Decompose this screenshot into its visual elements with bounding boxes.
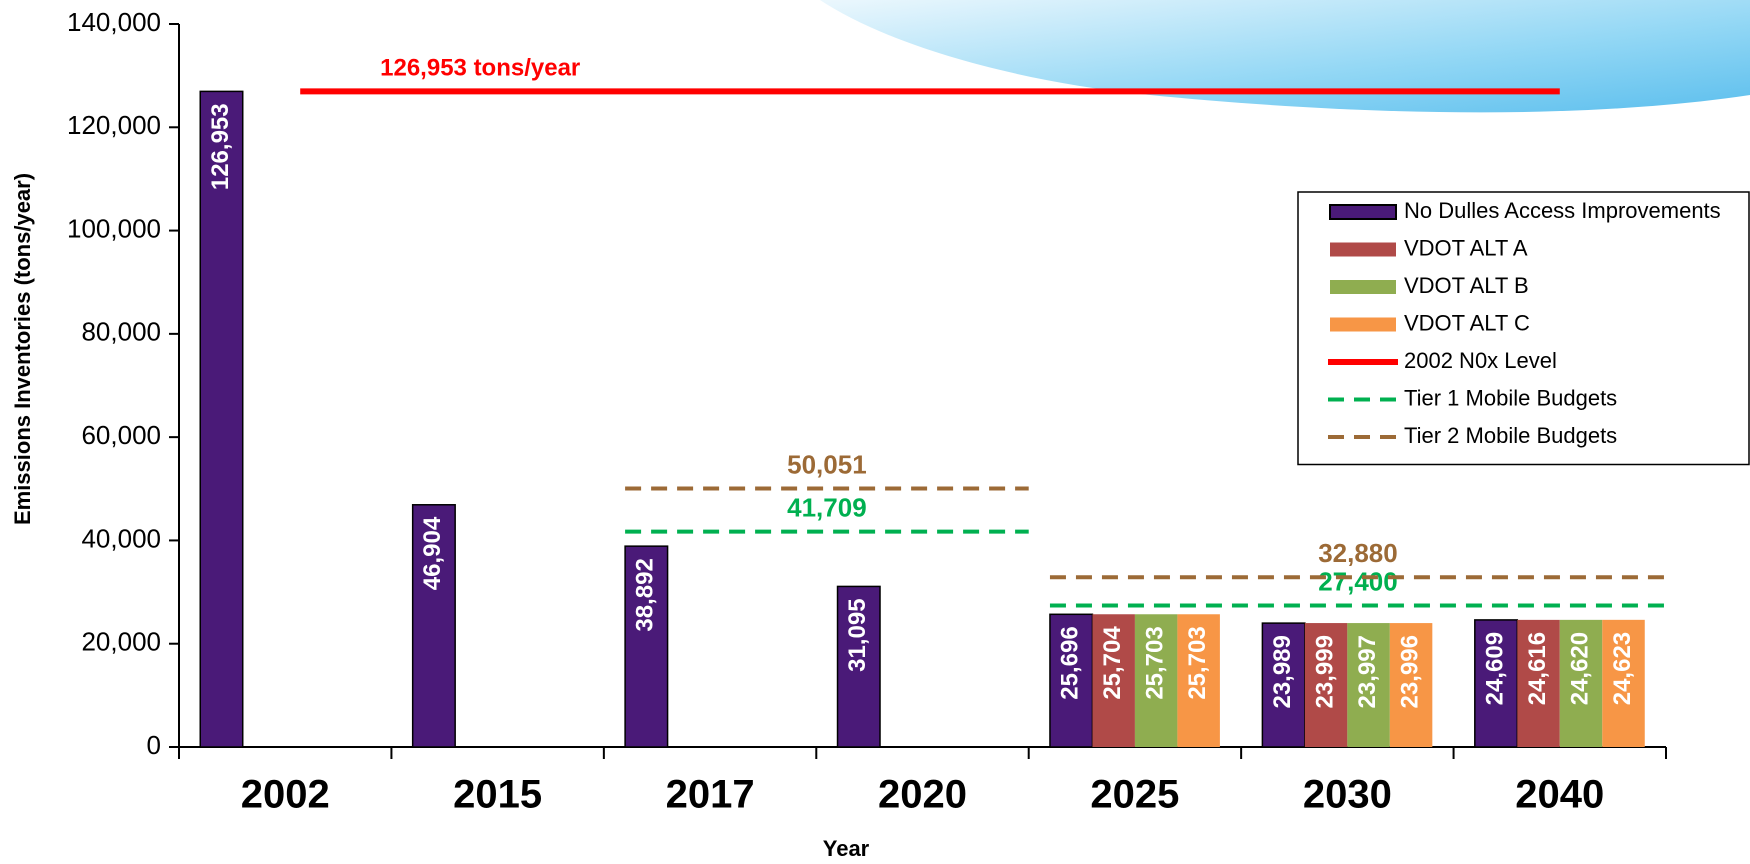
y-tick-label: 40,000: [81, 523, 161, 553]
y-tick-label: 120,000: [67, 110, 161, 140]
data-label: 23,989: [1269, 635, 1296, 708]
bar: [1261, 622, 1306, 748]
data-label: 31,095: [844, 598, 871, 671]
legend-label: Tier 1 Mobile Budgets: [1404, 385, 1617, 410]
y-tick-label: 60,000: [81, 420, 161, 450]
decoration: [820, 0, 1750, 113]
x-tick-label: 2017: [666, 773, 755, 817]
legend-label: VDOT ALT B: [1404, 273, 1529, 298]
reference-label: 41,709: [787, 492, 867, 522]
legend-swatch: [1330, 242, 1396, 257]
x-tick-label: 2020: [878, 773, 967, 817]
legend-swatch: [1330, 317, 1396, 332]
data-label: 126,953: [207, 103, 234, 190]
data-label: 46,904: [419, 516, 446, 590]
x-tick-label: 2015: [453, 773, 542, 817]
bar: [1134, 614, 1178, 747]
y-tick-label: 100,000: [67, 213, 161, 243]
reference-label: 27,400: [1318, 566, 1398, 596]
legend-label: VDOT ALT C: [1404, 310, 1530, 335]
x-tick-label: 2025: [1090, 773, 1179, 817]
data-label: 23,999: [1311, 635, 1338, 708]
x-tick-label: 2030: [1303, 773, 1392, 817]
data-label: 25,704: [1099, 626, 1126, 700]
reference-label: 50,051: [787, 449, 867, 479]
data-label: 24,620: [1566, 632, 1593, 705]
legend-label: Tier 2 Mobile Budgets: [1404, 423, 1617, 448]
x-axis-title: Year: [823, 836, 870, 861]
legend-label: No Dulles Access Improvements: [1404, 198, 1721, 223]
bar: [1092, 614, 1135, 747]
data-label: 38,892: [632, 558, 659, 631]
x-tick-label: 2002: [241, 773, 330, 817]
legend-label: 2002 N0x Level: [1404, 348, 1557, 373]
bar: [199, 90, 244, 748]
data-label: 25,696: [1057, 626, 1084, 699]
bar: [411, 504, 456, 748]
bar: [1177, 614, 1220, 747]
data-label: 25,703: [1184, 626, 1211, 699]
y-tick-label: 80,000: [81, 317, 161, 347]
y-tick-label: 140,000: [67, 7, 161, 37]
data-label: 24,623: [1609, 632, 1636, 705]
x-tick-label: 2040: [1515, 773, 1604, 817]
data-label: 24,616: [1524, 632, 1551, 705]
legend-swatch: [1329, 204, 1397, 220]
y-axis-title: Emissions Inventories (tons/year): [10, 173, 35, 525]
data-label: 25,703: [1142, 626, 1169, 699]
data-label: 24,609: [1481, 632, 1508, 705]
bar: [624, 545, 669, 748]
legend-label: VDOT ALT A: [1404, 235, 1528, 260]
data-label: 23,996: [1396, 635, 1423, 708]
data-label: 23,997: [1354, 635, 1381, 708]
bar: [1389, 623, 1433, 747]
reference-label: 126,953 tons/year: [380, 55, 580, 82]
reference-label: 32,880: [1318, 538, 1398, 568]
bar: [1347, 623, 1390, 747]
bar: [1517, 619, 1560, 747]
bar: [836, 585, 881, 748]
bar: [1602, 619, 1645, 747]
y-tick-label: 20,000: [81, 627, 161, 657]
bar: [1559, 619, 1603, 747]
legend-swatch: [1330, 280, 1396, 294]
y-tick-label: 0: [147, 730, 161, 760]
bar: [1304, 623, 1348, 747]
